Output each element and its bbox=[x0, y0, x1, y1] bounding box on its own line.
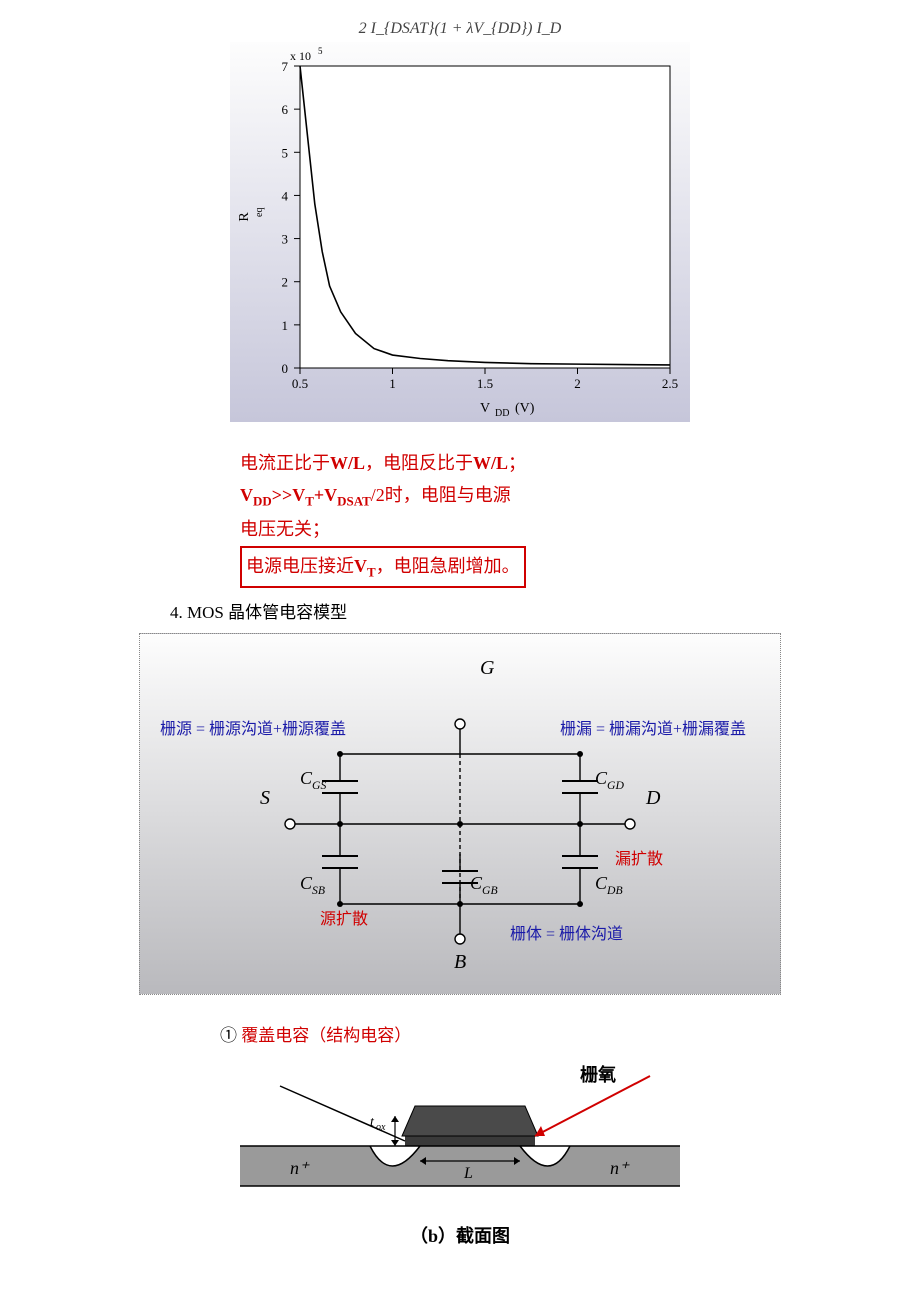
req-vdd-chart: 2 I_{DSAT}(1 + λV_{DD}) I_D 0.5 1 1.5 2 2.5 0… bbox=[230, 20, 690, 427]
txt: V bbox=[240, 485, 253, 505]
txt: DSAT bbox=[337, 494, 371, 509]
svg-text:1.5: 1.5 bbox=[477, 376, 493, 391]
circled-1: ① bbox=[220, 1026, 237, 1045]
svg-text:漏扩散: 漏扩散 bbox=[615, 850, 663, 868]
svg-text:n⁺: n⁺ bbox=[610, 1158, 630, 1178]
svg-text:5: 5 bbox=[318, 46, 323, 56]
chart-plot-area: 0.511.522.501234567x 105VDD(V)Req(Ohm) bbox=[230, 42, 690, 427]
svg-text:2: 2 bbox=[574, 376, 581, 391]
red-line-2: VDD>>VT+VDSAT/2时，电阻与电源 bbox=[240, 479, 660, 513]
subheading-1: ① 覆盖电容（结构电容） bbox=[220, 1021, 880, 1046]
svg-text:eq: eq bbox=[254, 208, 265, 217]
chart-svg: 0.511.522.501234567x 105VDD(V)Req(Ohm) bbox=[230, 42, 690, 422]
svg-text:G: G bbox=[480, 657, 495, 679]
svg-text:0.5: 0.5 bbox=[292, 376, 308, 391]
txt: W/L bbox=[473, 453, 508, 473]
red-line-1: 电流正比于W/L，电阻反比于W/L； bbox=[240, 447, 660, 479]
svg-text:(V): (V) bbox=[515, 401, 535, 416]
svg-text:S: S bbox=[260, 787, 270, 809]
txt: ； bbox=[508, 453, 526, 473]
txt: T bbox=[367, 564, 376, 579]
svg-text:栅氧: 栅氧 bbox=[580, 1064, 616, 1085]
svg-text:2: 2 bbox=[282, 275, 289, 290]
svg-text:n⁺: n⁺ bbox=[290, 1158, 310, 1178]
txt: /2时，电阻与电源 bbox=[371, 485, 511, 505]
txt: >>V bbox=[272, 485, 306, 505]
fig2-svg: GSDBCGSCGDCSBCGBCDB栅源 = 栅源沟道+栅源覆盖栅漏 = 栅漏… bbox=[140, 634, 780, 994]
txt: ，电阻急剧增加。 bbox=[376, 556, 520, 576]
svg-text:1: 1 bbox=[282, 318, 289, 333]
svg-text:2.5: 2.5 bbox=[662, 376, 678, 391]
svg-text:DD: DD bbox=[495, 408, 509, 419]
svg-text:源扩散: 源扩散 bbox=[320, 910, 368, 928]
svg-text:SB: SB bbox=[312, 884, 325, 897]
mos-cap-model-diagram: GSDBCGSCGDCSBCGBCDB栅源 = 栅源沟道+栅源覆盖栅漏 = 栅漏… bbox=[139, 633, 781, 995]
txt: T bbox=[305, 494, 314, 509]
svg-text:R: R bbox=[237, 212, 252, 222]
txt: DD bbox=[253, 494, 272, 509]
svg-text:栅体 = 栅体沟道: 栅体 = 栅体沟道 bbox=[510, 925, 623, 943]
txt: W/L bbox=[330, 453, 365, 473]
fig3-svg: toxLn⁺n⁺栅氧 bbox=[220, 1056, 700, 1216]
svg-text:GB: GB bbox=[482, 884, 498, 897]
red-line-4: 电源电压接近VT，电阻急剧增加。 bbox=[240, 546, 660, 588]
svg-text:DB: DB bbox=[606, 884, 623, 897]
svg-text:D: D bbox=[645, 787, 661, 809]
svg-text:5: 5 bbox=[282, 145, 289, 160]
svg-text:3: 3 bbox=[282, 232, 289, 247]
svg-text:L: L bbox=[463, 1165, 473, 1182]
fig3-caption: （b）截面图 bbox=[220, 1222, 700, 1248]
svg-text:GS: GS bbox=[312, 779, 326, 792]
svg-text:B: B bbox=[454, 951, 466, 973]
cross-section-diagram: toxLn⁺n⁺栅氧 （b）截面图 bbox=[220, 1056, 700, 1248]
svg-text:4: 4 bbox=[282, 188, 289, 203]
svg-text:1: 1 bbox=[389, 376, 396, 391]
svg-text:GD: GD bbox=[607, 779, 624, 792]
txt: 电源电压接近 bbox=[246, 556, 354, 576]
svg-text:栅源 = 栅源沟道+栅源覆盖: 栅源 = 栅源沟道+栅源覆盖 bbox=[160, 720, 346, 738]
red-boxed: 电源电压接近VT，电阻急剧增加。 bbox=[240, 546, 526, 588]
section-4-heading: 4. MOS 晶体管电容模型 bbox=[170, 598, 880, 623]
svg-text:7: 7 bbox=[282, 59, 289, 74]
svg-text:0: 0 bbox=[282, 361, 289, 376]
svg-text:x 10: x 10 bbox=[290, 49, 311, 63]
svg-text:6: 6 bbox=[282, 102, 289, 117]
txt: 电流正比于 bbox=[240, 453, 330, 473]
svg-text:栅漏 = 栅漏沟道+栅漏覆盖: 栅漏 = 栅漏沟道+栅漏覆盖 bbox=[560, 720, 746, 738]
red-annotation: 电流正比于W/L，电阻反比于W/L； VDD>>VT+VDSAT/2时，电阻与电… bbox=[240, 447, 660, 588]
txt: V bbox=[354, 556, 367, 576]
txt: +V bbox=[314, 485, 337, 505]
svg-text:V: V bbox=[480, 401, 490, 416]
txt: ，电阻反比于 bbox=[365, 453, 473, 473]
chart-eq-fragment: 2 I_{DSAT}(1 + λV_{DD}) I_D bbox=[230, 20, 690, 38]
red-line-3: 电压无关； bbox=[240, 513, 660, 545]
subheading-1-text: 覆盖电容（结构电容） bbox=[237, 1026, 411, 1045]
